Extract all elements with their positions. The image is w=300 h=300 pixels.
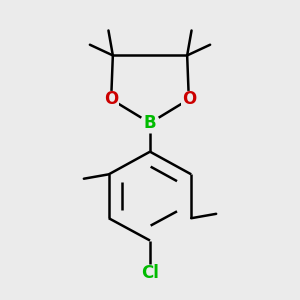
FancyBboxPatch shape xyxy=(181,91,196,107)
Text: B: B xyxy=(144,114,156,132)
Text: O: O xyxy=(182,90,196,108)
Text: Cl: Cl xyxy=(141,264,159,282)
FancyBboxPatch shape xyxy=(140,265,160,281)
Text: O: O xyxy=(104,90,118,108)
FancyBboxPatch shape xyxy=(103,91,119,107)
FancyBboxPatch shape xyxy=(142,115,158,131)
